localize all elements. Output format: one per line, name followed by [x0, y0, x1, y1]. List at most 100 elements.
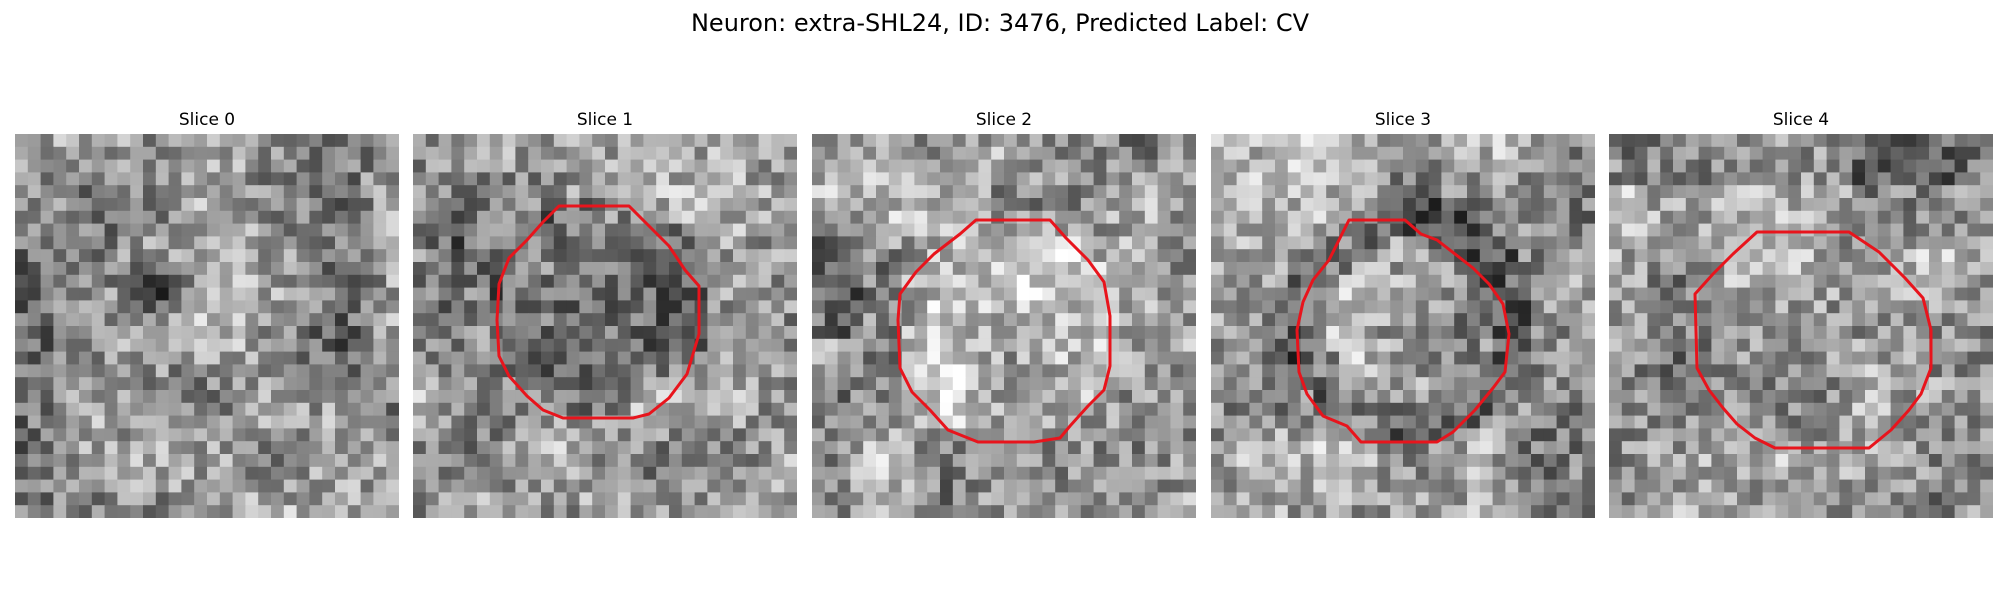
image-pixel [656, 415, 670, 429]
image-pixel [1813, 146, 1827, 160]
image-pixel [15, 159, 29, 173]
image-pixel [232, 454, 246, 468]
image-pixel [322, 159, 336, 173]
image-pixel [1685, 402, 1699, 416]
image-pixel [1236, 146, 1250, 160]
image-pixel [143, 377, 157, 391]
image-pixel [1441, 159, 1455, 173]
image-pixel [1609, 326, 1623, 340]
image-pixel [656, 146, 670, 160]
image-pixel [1249, 159, 1263, 173]
image-pixel [1916, 210, 1930, 224]
image-pixel [707, 287, 721, 301]
image-pixel [888, 210, 902, 224]
image-pixel [1029, 377, 1043, 391]
image-pixel [1454, 428, 1468, 442]
image-pixel [1941, 198, 1955, 212]
image-pixel [1967, 223, 1981, 237]
image-pixel [1518, 326, 1532, 340]
image-pixel [130, 441, 144, 455]
image-pixel [553, 364, 567, 378]
image-pixel [952, 479, 966, 493]
image-pixel [901, 351, 915, 365]
image-pixel [707, 172, 721, 186]
image-pixel [901, 402, 915, 416]
image-pixel [630, 223, 644, 237]
image-pixel [1647, 249, 1661, 263]
image-pixel [1351, 492, 1365, 506]
image-pixel [15, 415, 29, 429]
image-pixel [1479, 402, 1493, 416]
image-pixel [579, 402, 593, 416]
image-pixel [863, 146, 877, 160]
image-pixel [1582, 198, 1595, 212]
image-pixel [1275, 338, 1289, 352]
image-pixel [27, 441, 41, 455]
image-pixel [1119, 236, 1133, 250]
image-pixel [464, 454, 478, 468]
image-pixel [66, 466, 80, 480]
image-pixel [1364, 326, 1378, 340]
image-pixel [630, 338, 644, 352]
image-pixel [876, 262, 890, 276]
image-pixel [553, 402, 567, 416]
image-pixel [1647, 377, 1661, 391]
image-pixel [15, 454, 29, 468]
image-pixel [130, 185, 144, 199]
image-pixel [771, 415, 785, 429]
image-pixel [1093, 236, 1107, 250]
image-pixel [876, 287, 890, 301]
image-pixel [451, 210, 465, 224]
image-pixel [1326, 210, 1340, 224]
image-pixel [15, 505, 29, 518]
image-pixel [451, 313, 465, 327]
image-pixel [850, 326, 864, 340]
image-pixel [1132, 262, 1146, 276]
image-pixel [733, 172, 747, 186]
image-pixel [1647, 454, 1661, 468]
image-pixel [1518, 236, 1532, 250]
image-pixel [53, 338, 67, 352]
image-pixel [720, 390, 734, 404]
image-pixel [1673, 159, 1687, 173]
image-pixel [888, 223, 902, 237]
image-pixel [53, 236, 67, 250]
image-pixel [1505, 364, 1519, 378]
image-pixel [181, 479, 195, 493]
image-pixel [991, 236, 1005, 250]
image-pixel [1300, 479, 1314, 493]
image-pixel [1660, 338, 1674, 352]
image-pixel [425, 326, 439, 340]
image-pixel [745, 134, 759, 148]
image-pixel [1170, 249, 1184, 263]
image-pixel [1543, 262, 1557, 276]
image-pixel [1183, 505, 1196, 518]
image-pixel [1313, 210, 1327, 224]
image-pixel [1788, 415, 1802, 429]
image-pixel [283, 210, 297, 224]
image-pixel [978, 466, 992, 480]
image-pixel [553, 351, 567, 365]
image-pixel [1941, 492, 1955, 506]
image-pixel [373, 505, 387, 518]
image-pixel [1403, 505, 1417, 518]
image-pixel [1428, 159, 1442, 173]
image-pixel [1673, 479, 1687, 493]
image-pixel [707, 326, 721, 340]
slice-pixels [1211, 134, 1595, 518]
image-pixel [232, 172, 246, 186]
image-pixel [1119, 338, 1133, 352]
image-pixel [1441, 313, 1455, 327]
image-pixel [1106, 172, 1120, 186]
image-pixel [1916, 492, 1930, 506]
image-pixel [1737, 172, 1751, 186]
image-pixel [232, 466, 246, 480]
image-pixel [1569, 466, 1583, 480]
image-pixel [656, 479, 670, 493]
image-pixel [1016, 287, 1030, 301]
image-pixel [1505, 287, 1519, 301]
image-pixel [1813, 287, 1827, 301]
image-pixel [1556, 364, 1570, 378]
image-pixel [1415, 441, 1429, 455]
image-pixel [1582, 454, 1595, 468]
